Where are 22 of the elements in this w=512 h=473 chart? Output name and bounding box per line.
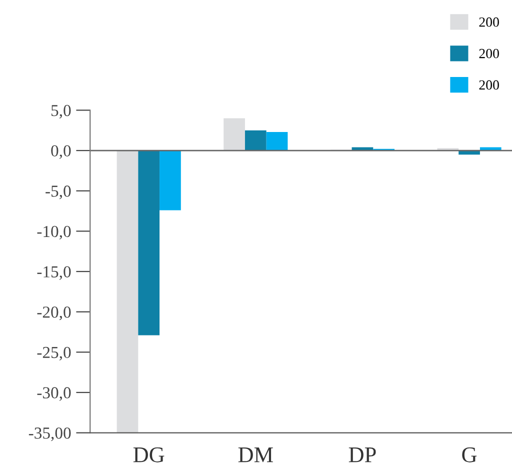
y-tick-label: 5,0: [51, 104, 71, 119]
bar: [266, 132, 288, 151]
y-tick-label: -5,0: [46, 186, 71, 200]
y-tick-label: 0,0: [51, 145, 71, 159]
y-tick-label: -25,0: [37, 346, 71, 360]
bar: [244, 130, 266, 151]
x-tick-label: DM: [238, 448, 273, 462]
x-tick-label: G: [462, 447, 477, 462]
bar: [138, 150, 160, 336]
y-tick-label: -30,0: [37, 387, 71, 401]
bar: [116, 150, 138, 433]
y-tick-label: -20,0: [37, 306, 71, 320]
x-tick-label: DP: [348, 448, 376, 462]
bar: [160, 150, 181, 210]
y-tick-label: -10,0: [37, 226, 71, 240]
y-tick-label: -35,00: [28, 427, 71, 442]
x-tick-label: DG: [133, 447, 164, 462]
legend-label: 200: [479, 17, 499, 27]
legend-label: 200: [479, 80, 499, 90]
bar: [224, 118, 245, 151]
y-tick-label: -15,0: [37, 266, 71, 280]
legend-label: 200: [479, 48, 499, 58]
